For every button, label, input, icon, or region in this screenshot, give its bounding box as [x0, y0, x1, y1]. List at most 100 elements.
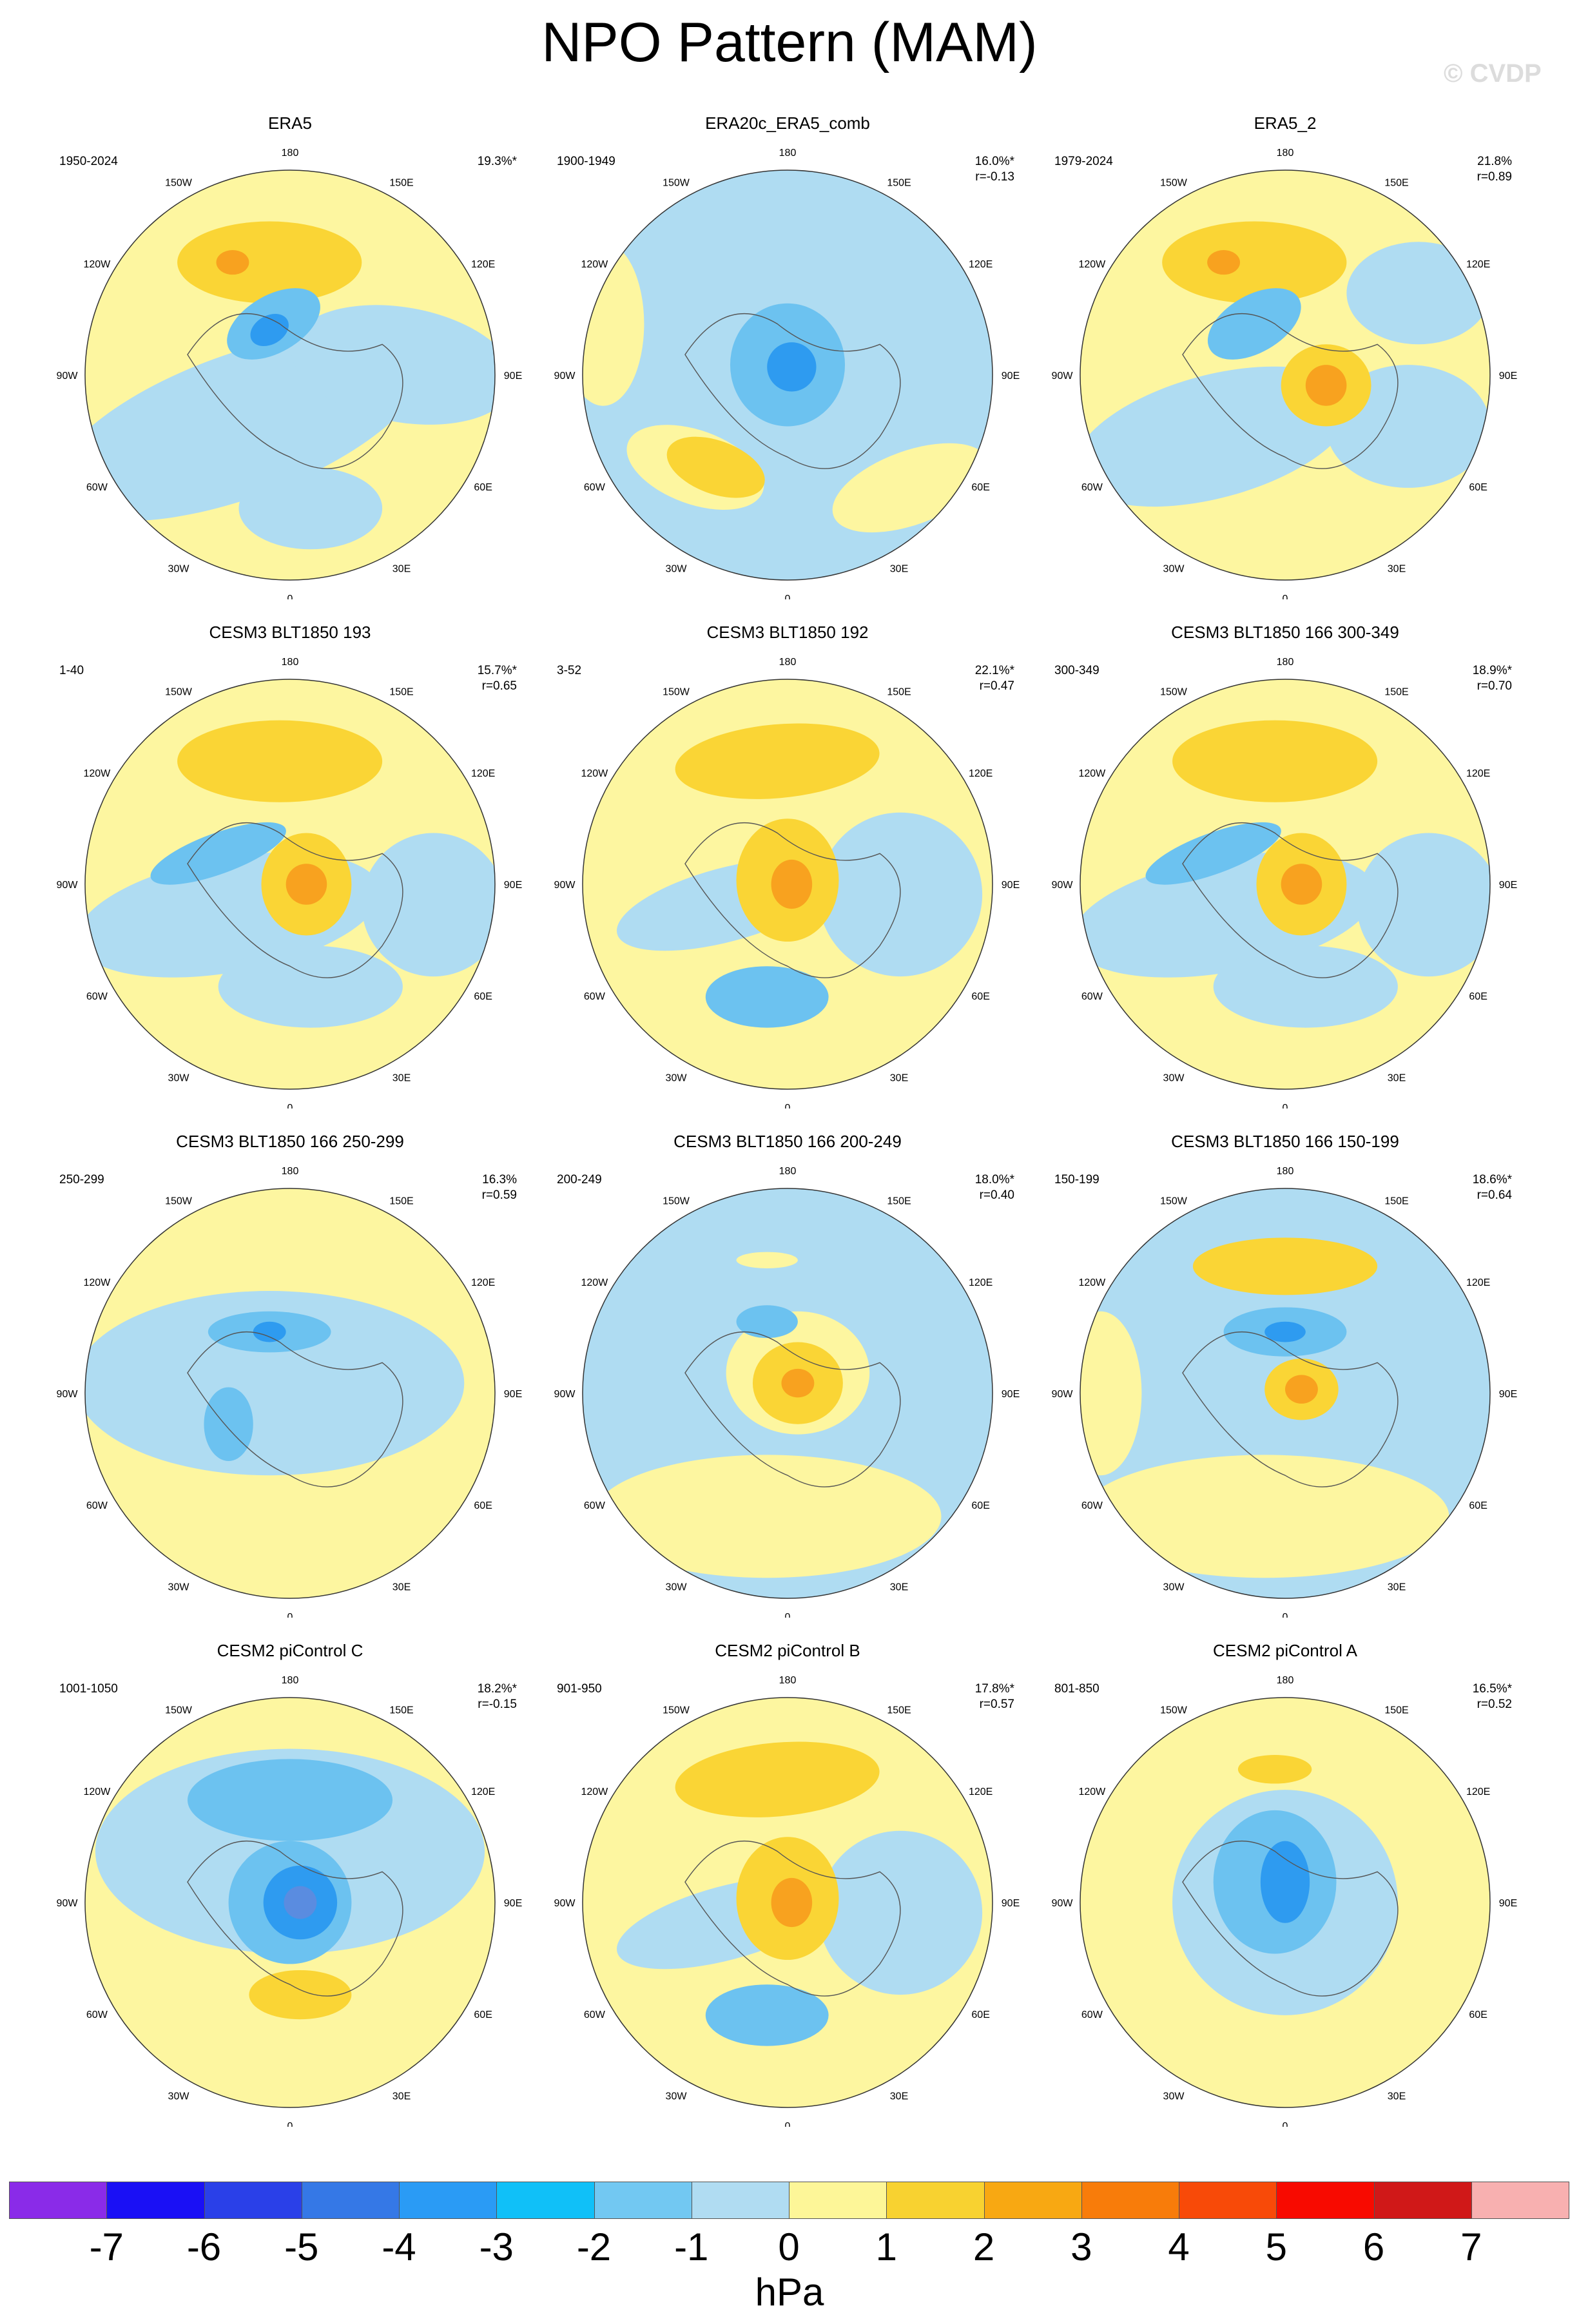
longitude-label: 60E — [971, 991, 989, 1002]
panel-variance-pct: 16.5%* — [1472, 1682, 1512, 1696]
longitude-label: 120E — [471, 768, 495, 779]
positive-anomaly — [675, 1741, 880, 1817]
panel-years: 300-349 — [1054, 664, 1099, 677]
panel-title: CESM3 BLT1850 192 — [706, 623, 869, 642]
negative-anomaly — [204, 1387, 253, 1461]
longitude-label: 60E — [971, 1500, 989, 1511]
colorbar-tick-label: -1 — [674, 2225, 709, 2269]
longitude-label: 0 — [785, 1103, 791, 1109]
longitude-label: 60W — [86, 1500, 108, 1511]
longitude-label: 60E — [474, 1500, 492, 1511]
longitude-label: 150W — [165, 177, 193, 188]
longitude-label: 180 — [779, 148, 797, 159]
negative-anomaly — [1260, 1841, 1310, 1923]
longitude-label: 180 — [1277, 148, 1294, 159]
colorbar-tick-label: 7 — [1460, 2225, 1482, 2269]
negative-anomaly — [238, 467, 383, 550]
longitude-label: 90W — [554, 1898, 576, 1909]
positive-anomaly — [1281, 864, 1322, 905]
coastline — [187, 1331, 403, 1487]
longitude-label: 30W — [168, 564, 190, 575]
negative-anomaly — [767, 342, 817, 392]
negative-anomaly — [1080, 366, 1353, 507]
longitude-label: 150E — [887, 177, 911, 188]
panel-variance-pct: 22.1%* — [974, 664, 1014, 677]
negative-anomaly — [1207, 288, 1301, 360]
longitude-label: 60E — [1469, 991, 1487, 1002]
map-border — [1080, 679, 1491, 1090]
panel-correlation: r=0.52 — [1477, 1698, 1512, 1711]
longitude-label: 0 — [785, 1612, 791, 1618]
coastline — [187, 822, 403, 978]
panel-variance-pct: 18.6%* — [1472, 1173, 1512, 1186]
longitude-label: 90E — [1002, 1389, 1020, 1400]
polar-map: 180 150E 120E 90E 60E 30E 0 30W 60W 90W 120W 150W — [1052, 657, 1518, 1109]
polar-map: 180 150E 120E 90E 60E 30E 0 30W 60W 90W 120W 150W — [1052, 1675, 1518, 2127]
map-panel: 180 150E 120E 90E 60E 30E 0 30W 60W 90W 120W 150W CE… — [1040, 1637, 1530, 2127]
longitude-label: 60W — [86, 482, 108, 493]
panel-variance-pct: 16.3% — [482, 1173, 517, 1186]
longitude-label: 90W — [57, 1898, 79, 1909]
longitude-label: 90E — [504, 371, 522, 382]
longitude-label: 60W — [584, 991, 606, 1002]
longitude-label: 90W — [1052, 1389, 1074, 1400]
polar-map: 180 150E 120E 90E 60E 30E 0 30W 60W 90W 120W 150W — [1052, 148, 1518, 599]
panel-years: 200-249 — [557, 1173, 602, 1186]
longitude-label: 150E — [389, 686, 413, 697]
negative-anomaly — [253, 1321, 286, 1342]
panel-title: CESM2 piControl C — [217, 1641, 363, 1660]
polar-map: 180 150E 120E 90E 60E 30E 0 30W 60W 90W 120W 150W — [554, 1166, 1020, 1618]
longitude-label: 30W — [168, 1073, 190, 1084]
coastline — [684, 1331, 901, 1487]
panel-correlation: r=0.70 — [1477, 679, 1512, 693]
map-border — [84, 169, 496, 581]
map-panel: 180 150E 120E 90E 60E 30E 0 30W 60W 90W 120W 150W CE… — [543, 1128, 1032, 1618]
longitude-label: 120W — [83, 259, 111, 270]
map-border — [582, 679, 993, 1090]
negative-anomaly — [1213, 945, 1398, 1028]
colorbar-tick-label: 4 — [1168, 2225, 1190, 2269]
longitude-label: 0 — [287, 1103, 293, 1109]
longitude-label: 60E — [1469, 2009, 1487, 2020]
longitude-label: 30E — [890, 564, 908, 575]
longitude-label: 60E — [971, 2009, 989, 2020]
coastline — [684, 313, 901, 469]
longitude-label: 150W — [165, 1196, 193, 1206]
positive-anomaly — [1080, 1455, 1449, 1578]
colorbar-swatch — [594, 2182, 692, 2219]
panel-years: 801-850 — [1054, 1682, 1099, 1696]
colorbar — [9, 2182, 1569, 2219]
longitude-label: 60W — [584, 482, 606, 493]
longitude-label: 150W — [165, 686, 193, 697]
longitude-label: 30W — [1163, 1582, 1185, 1593]
longitude-label: 0 — [785, 594, 791, 599]
longitude-label: 30W — [666, 1582, 688, 1593]
colorbar-tick-label: 5 — [1265, 2225, 1287, 2269]
longitude-label: 150E — [389, 177, 413, 188]
longitude-label: 150E — [1384, 686, 1408, 697]
longitude-label: 30W — [168, 2091, 190, 2102]
map-panel: 180 150E 120E 90E 60E 30E 0 30W 60W 90W 120W 150W ER… — [543, 110, 1032, 599]
longitude-label: 30E — [392, 1582, 411, 1593]
longitude-label: 60W — [1081, 2009, 1103, 2020]
polar-map: 180 150E 120E 90E 60E 30E 0 30W 60W 90W 120W 150W — [554, 657, 1020, 1109]
map-border — [84, 679, 496, 1090]
colorbar-swatch — [301, 2182, 400, 2219]
longitude-label: 30E — [1388, 1582, 1406, 1593]
longitude-label: 90E — [1002, 1898, 1020, 1909]
positive-anomaly — [592, 1455, 942, 1578]
longitude-label: 150W — [663, 177, 690, 188]
coastline — [187, 1840, 403, 1997]
figure-title: NPO Pattern (MAM) — [541, 12, 1038, 73]
longitude-label: 150W — [663, 1705, 690, 1716]
negative-anomaly — [1346, 242, 1490, 345]
longitude-label: 0 — [1283, 2121, 1288, 2127]
panel-title: CESM3 BLT1850 193 — [209, 623, 371, 642]
longitude-label: 30E — [1388, 564, 1406, 575]
map-border — [1080, 169, 1491, 581]
positive-anomaly — [286, 864, 327, 905]
longitude-label: 150W — [663, 1196, 690, 1206]
colorbar-tick-label: 3 — [1070, 2225, 1092, 2269]
negative-anomaly — [362, 833, 495, 977]
panel-title: CESM2 piControl B — [715, 1641, 860, 1660]
